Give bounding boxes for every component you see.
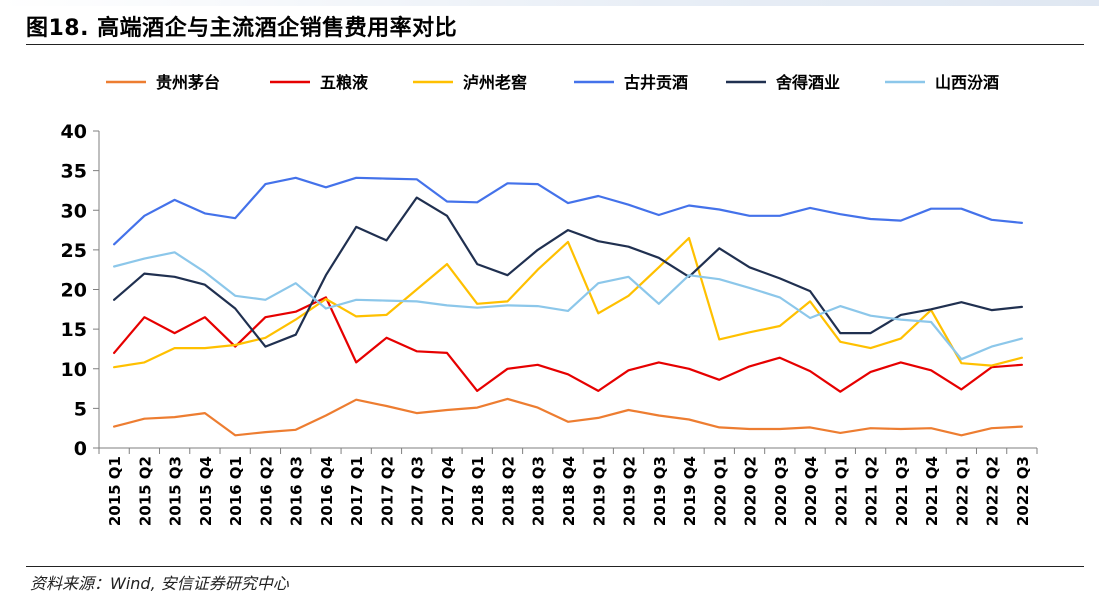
x-tick-label: 2022 Q2 xyxy=(984,456,1002,526)
legend: 贵州茅台 五粮液 泸州老窖 古井贡酒 舍得酒业 山西汾酒 xyxy=(106,73,999,92)
x-tick-label: 2019 Q1 xyxy=(590,456,608,526)
series-line-3 xyxy=(112,236,1024,369)
series-lines xyxy=(112,176,1024,437)
x-tick-label: 2020 Q3 xyxy=(772,456,790,526)
source-rule xyxy=(26,566,1084,567)
x-tick-label: 2017 Q3 xyxy=(409,456,427,526)
y-axis: 0 5 10 15 20 25 30 35 40 xyxy=(61,121,100,460)
x-tick-label: 2021 Q3 xyxy=(893,456,911,526)
header-band xyxy=(0,0,1099,6)
legend-label-3: 泸州老窖 xyxy=(463,73,527,92)
y-tick-label: 20 xyxy=(61,280,87,302)
x-tick-label: 2019 Q3 xyxy=(651,456,669,526)
y-tick-label: 40 xyxy=(61,121,87,143)
x-tick-label: 2022 Q1 xyxy=(953,456,971,526)
x-tick-label: 2019 Q2 xyxy=(621,456,639,526)
x-tick-label: 2017 Q2 xyxy=(378,456,396,526)
y-tick-label: 5 xyxy=(74,398,87,420)
title-rule xyxy=(26,44,1084,45)
x-tick-label: 2018 Q1 xyxy=(469,456,487,526)
y-tick-label: 0 xyxy=(74,438,87,460)
x-tick-label: 2016 Q1 xyxy=(227,456,245,526)
y-tick-label: 25 xyxy=(61,240,87,262)
x-tick-label: 2015 Q3 xyxy=(167,456,185,526)
x-tick-label: 2020 Q4 xyxy=(802,456,820,526)
series-line-1 xyxy=(112,397,1024,437)
y-tick-label: 10 xyxy=(61,359,87,381)
x-tick-label: 2019 Q4 xyxy=(681,456,699,526)
x-tick-label: 2022 Q3 xyxy=(1014,456,1032,526)
x-tick-label: 2016 Q2 xyxy=(257,456,275,526)
series-line-5 xyxy=(112,196,1024,348)
x-tick-label: 2021 Q1 xyxy=(832,456,850,526)
series-line-6 xyxy=(112,251,1024,361)
figure-title: 图18. 高端酒企与主流酒企销售费用率对比 xyxy=(26,16,458,41)
x-tick-label: 2015 Q4 xyxy=(197,456,215,526)
x-tick-label: 2017 Q4 xyxy=(439,456,457,526)
y-tick-label: 15 xyxy=(61,319,87,341)
legend-label-6: 山西汾酒 xyxy=(935,73,999,92)
x-tick-label: 2021 Q4 xyxy=(923,456,941,526)
legend-label-5: 舍得酒业 xyxy=(775,73,840,92)
x-tick-label: 2018 Q4 xyxy=(560,456,578,526)
x-tick-label: 2016 Q3 xyxy=(288,456,306,526)
legend-label-4: 古井贡酒 xyxy=(624,73,688,92)
legend-label-2: 五粮液 xyxy=(320,73,369,92)
x-tick-label: 2018 Q3 xyxy=(530,456,548,526)
legend-label-1: 贵州茅台 xyxy=(156,73,220,92)
series-line-4 xyxy=(112,176,1024,246)
series-line-2 xyxy=(112,296,1024,393)
x-tick-label: 2021 Q2 xyxy=(863,456,881,526)
x-tick-label: 2020 Q1 xyxy=(711,456,729,526)
x-tick-label: 2015 Q1 xyxy=(106,456,124,526)
x-tick-label: 2018 Q2 xyxy=(499,456,517,526)
x-tick-label: 2017 Q1 xyxy=(348,456,366,526)
y-tick-label: 30 xyxy=(61,200,87,222)
source-note: 资料来源：Wind, 安信证券研究中心 xyxy=(30,574,289,593)
x-tick-label: 2016 Q4 xyxy=(318,456,336,526)
y-tick-label: 35 xyxy=(61,161,87,183)
x-tick-label: 2020 Q2 xyxy=(742,456,760,526)
x-tick-label: 2015 Q2 xyxy=(136,456,154,526)
x-axis: 2015 Q1 2015 Q2 2015 Q3 2015 Q4 2016 Q1 2016 … xyxy=(98,447,1038,526)
